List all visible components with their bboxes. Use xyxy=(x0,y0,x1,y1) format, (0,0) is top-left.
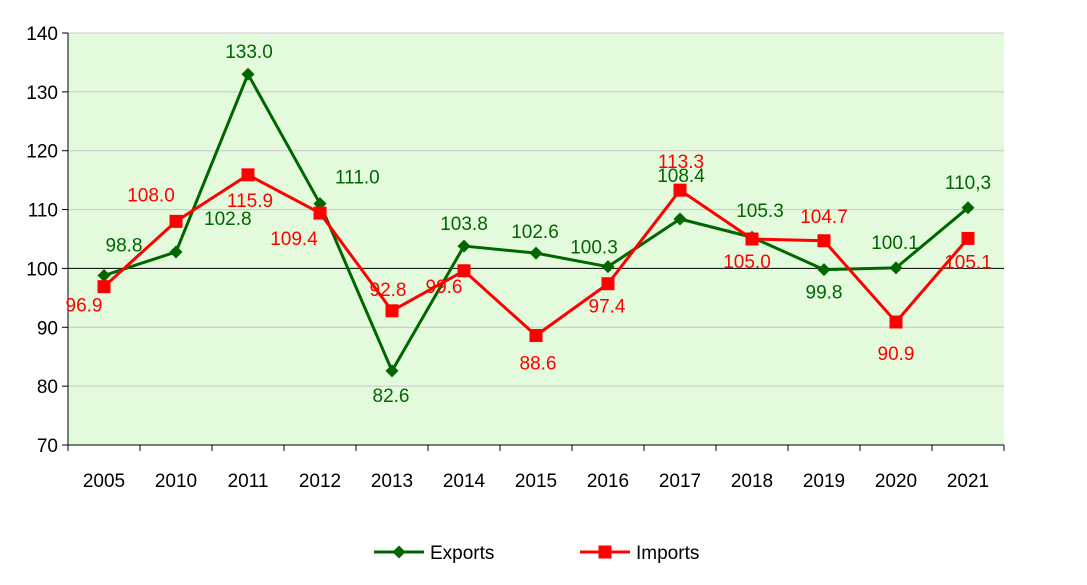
point-imports xyxy=(529,329,543,343)
legend: Exports Imports xyxy=(374,543,699,564)
y-tick-label: 140 xyxy=(26,24,58,45)
point-imports xyxy=(97,280,111,294)
point-imports xyxy=(241,168,255,182)
point-exports xyxy=(241,67,255,81)
data-label-imports: 113.3 xyxy=(658,152,704,173)
data-label-exports: 98.8 xyxy=(106,235,143,256)
data-label-exports: 133.0 xyxy=(225,42,273,63)
data-label-exports: 100.3 xyxy=(570,238,618,259)
x-tick-label: 2015 xyxy=(515,471,557,492)
point-imports xyxy=(313,206,327,220)
x-tick-label: 2016 xyxy=(587,471,629,492)
legend-label: Exports xyxy=(430,543,494,564)
y-axis-ticks: 70 80 90 100 110 120 130 140 xyxy=(26,24,68,457)
point-imports xyxy=(745,232,759,246)
gridlines xyxy=(68,32,1004,387)
y-tick-label: 120 xyxy=(26,142,58,163)
data-label-imports: 99.6 xyxy=(426,277,463,298)
point-imports xyxy=(601,277,615,291)
point-imports xyxy=(385,304,399,318)
x-tick-label: 2017 xyxy=(659,471,701,492)
data-label-imports: 115.9 xyxy=(227,191,273,212)
x-tick-label: 2010 xyxy=(155,471,197,492)
legend-marker xyxy=(392,545,406,559)
plot-area xyxy=(68,33,1004,445)
data-label-exports: 108.4 xyxy=(657,166,705,187)
data-label-imports: 105.0 xyxy=(723,252,771,273)
point-imports xyxy=(817,234,831,248)
data-label-imports: 90.9 xyxy=(878,344,915,365)
point-exports xyxy=(817,263,831,277)
y-tick-label: 80 xyxy=(37,377,58,398)
legend-marker xyxy=(598,545,612,559)
x-tick-label: 2012 xyxy=(299,471,341,492)
data-label-exports: 103.8 xyxy=(440,214,488,235)
x-tick-label: 2020 xyxy=(875,471,917,492)
y-tick-label: 110 xyxy=(28,201,58,222)
x-axis-ticks: 2005 2010 2011 2012 2013 2014 2015 2016 2017 2018… xyxy=(67,445,1005,492)
point-exports xyxy=(97,268,111,282)
data-label-imports: 92.8 xyxy=(370,280,407,301)
data-label-exports: 102.6 xyxy=(511,222,559,243)
x-tick-label: 2005 xyxy=(83,471,125,492)
point-imports xyxy=(169,214,183,228)
x-tick-label: 2021 xyxy=(947,471,989,492)
data-label-exports: 100.1 xyxy=(871,233,919,254)
point-exports xyxy=(169,245,183,259)
data-label-exports: 111.0 xyxy=(335,168,380,189)
y-tick-label: 70 xyxy=(37,436,58,457)
data-label-imports: 109.4 xyxy=(270,229,318,250)
point-imports xyxy=(457,264,471,278)
y-tick-label: 100 xyxy=(26,259,58,280)
data-label-exports: 105.3 xyxy=(736,201,784,222)
series-group xyxy=(97,67,975,378)
data-label-imports: 88.6 xyxy=(520,354,557,375)
x-tick-label: 2013 xyxy=(371,471,413,492)
point-exports xyxy=(889,261,903,275)
data-label-exports: 102.8 xyxy=(204,209,252,230)
legend-item-imports: Imports xyxy=(580,543,699,564)
data-labels: 98.8 102.8 133.0 111.0 82.6 103.8 102.6 100.3 10… xyxy=(66,42,992,407)
data-label-exports: 99.8 xyxy=(806,283,843,304)
y-tick-label: 130 xyxy=(26,83,58,104)
point-imports xyxy=(673,183,687,197)
point-exports xyxy=(601,260,615,274)
x-tick-label: 2011 xyxy=(228,471,269,492)
point-exports xyxy=(385,364,399,378)
x-tick-label: 2014 xyxy=(443,471,486,492)
legend-item-exports: Exports xyxy=(374,543,494,564)
point-exports xyxy=(673,212,687,226)
data-label-imports: 97.4 xyxy=(589,297,626,318)
point-exports xyxy=(961,201,975,215)
data-label-exports: 82.6 xyxy=(373,386,410,407)
data-label-imports: 105.1 xyxy=(944,252,992,273)
data-label-imports: 104.7 xyxy=(800,207,848,228)
point-imports xyxy=(889,315,903,329)
y-tick-label: 90 xyxy=(37,318,58,339)
point-exports xyxy=(457,239,471,253)
x-tick-label: 2018 xyxy=(731,471,773,492)
legend-label: Imports xyxy=(636,543,699,564)
data-label-imports: 108.0 xyxy=(127,185,175,206)
data-label-exports: 110,3 xyxy=(945,173,991,194)
data-label-imports: 96.9 xyxy=(66,296,103,317)
point-imports xyxy=(961,231,975,245)
x-tick-label: 2019 xyxy=(803,471,845,492)
point-exports xyxy=(529,246,543,260)
